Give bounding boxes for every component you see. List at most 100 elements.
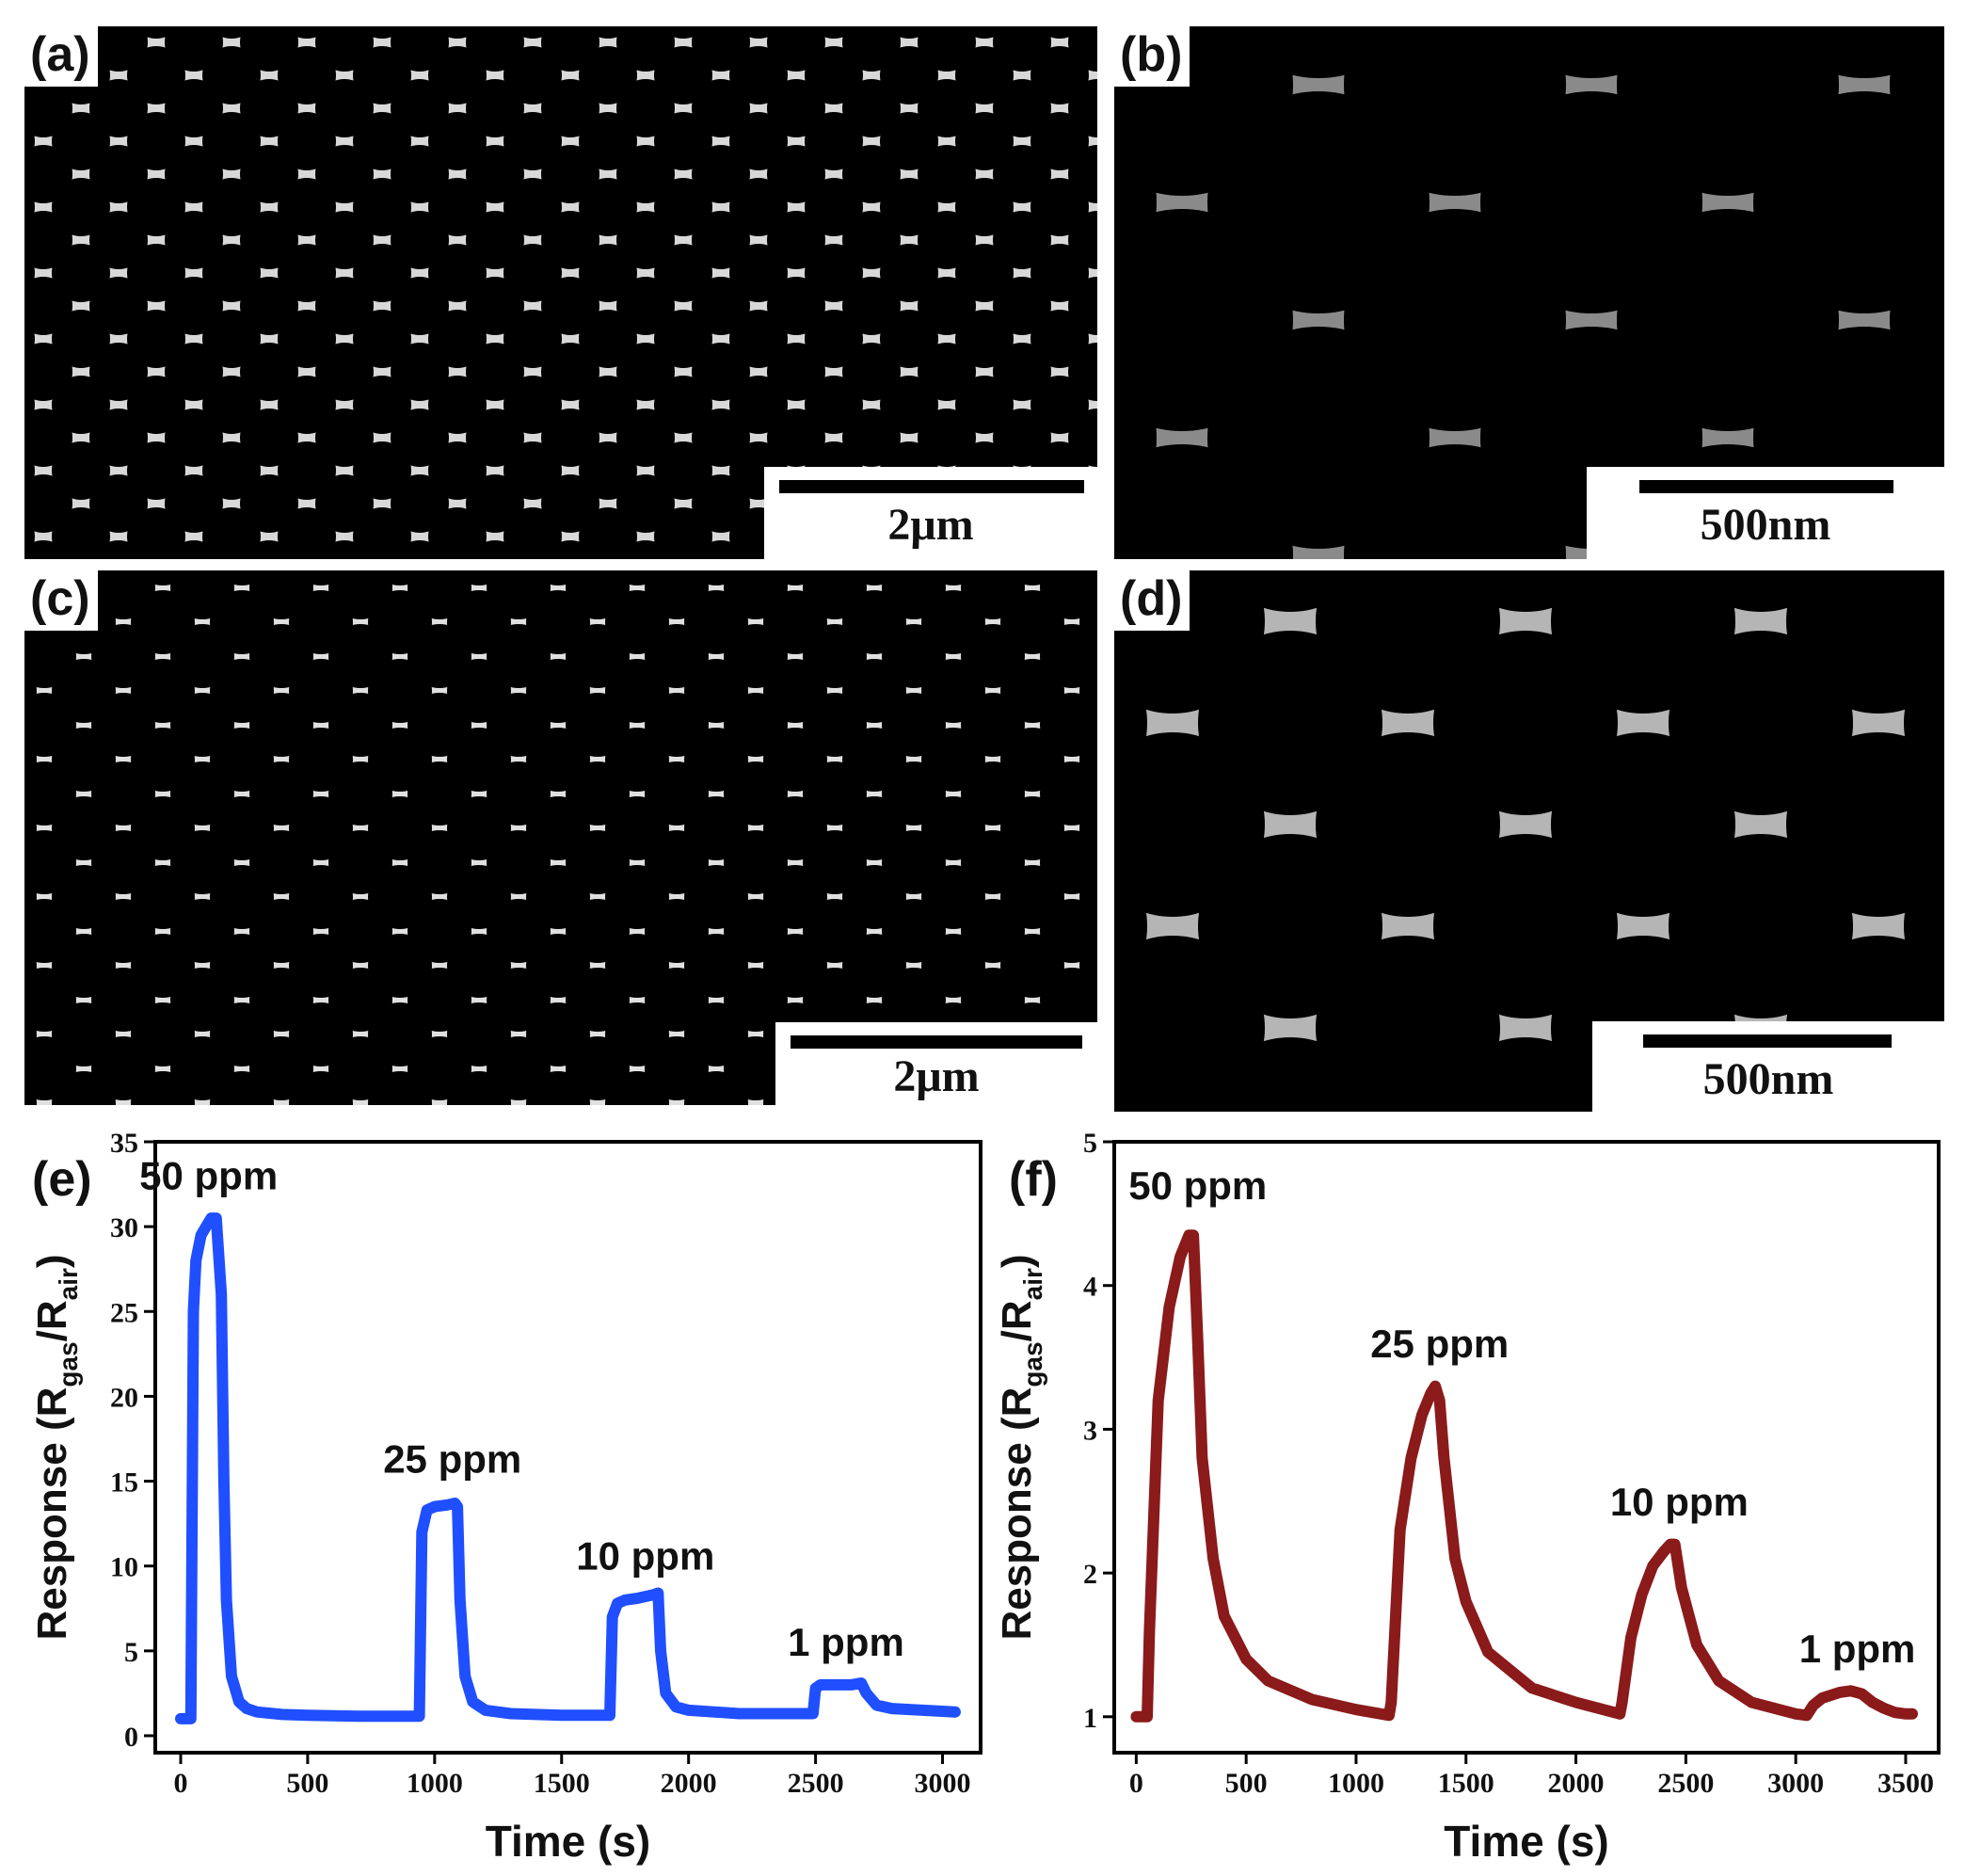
scale-label-a: 2μm (887, 500, 974, 550)
x-tick-label-f: 0 (1129, 1768, 1143, 1799)
data-point-e (200, 1222, 211, 1232)
data-point-e (661, 1688, 671, 1698)
data-point-f (1526, 1683, 1537, 1693)
x-tick-label-f: 3500 (1877, 1768, 1934, 1799)
data-point-e (216, 1290, 227, 1300)
data-point-e (480, 1705, 490, 1715)
data-point-e (353, 1711, 363, 1722)
data-point-f (1219, 1611, 1229, 1621)
annotation-e: 25 ppm (383, 1437, 521, 1482)
annotation-f: 1 ppm (1799, 1627, 1916, 1671)
chart-e: 0 500 1000 1500 2000 2500 3000 0 5 10 15 20 25 30 35 Ti… (29, 1128, 982, 1866)
data-point-f (1676, 1582, 1686, 1593)
data-point-f (1153, 1395, 1163, 1405)
y-tick-label-e: 20 (110, 1382, 138, 1413)
panel-label-d: (d) (1114, 570, 1190, 631)
data-point-f (1189, 1230, 1199, 1241)
data-point-e (414, 1711, 424, 1722)
x-axis-label-e: Time (s) (486, 1817, 651, 1866)
data-point-f (1669, 1539, 1680, 1549)
data-point-f (1890, 1708, 1900, 1718)
data-point-f (1208, 1553, 1219, 1563)
data-point-f (1184, 1230, 1194, 1241)
y-axis-label-part: ) (994, 1254, 1040, 1268)
y-axis-label-part: Response (R (994, 1387, 1040, 1641)
data-point-e (655, 1645, 665, 1656)
data-point-e (185, 1713, 196, 1724)
data-point-e (442, 1499, 453, 1510)
sem-image-b: (b) 500nm (1114, 26, 1944, 559)
data-point-f (1164, 1302, 1174, 1312)
data-point-f (1395, 1525, 1405, 1535)
data-point-e (632, 1593, 643, 1603)
plot-frame-f (1112, 1140, 1941, 1755)
data-point-f (1406, 1452, 1416, 1463)
x-tick-label-e: 2500 (788, 1768, 844, 1799)
data-point-e (218, 1476, 229, 1486)
data-point-f (1131, 1711, 1142, 1722)
data-point-e (951, 1707, 961, 1717)
data-point-f (1714, 1676, 1724, 1686)
scale-line-a (779, 480, 1084, 493)
data-point-e (607, 1611, 617, 1622)
data-point-e (683, 1705, 694, 1715)
data-point-e (417, 1527, 427, 1537)
scale-bar-a: 2μm (764, 467, 1097, 559)
y-axis-label-subscript: gas (54, 1341, 83, 1387)
data-point-f (1900, 1708, 1910, 1719)
x-axis-label-f: Time (s) (1444, 1817, 1609, 1866)
y-axis-label-subscript: gas (1018, 1341, 1047, 1387)
data-point-e (613, 1598, 623, 1609)
data-point-e (856, 1678, 867, 1689)
panel-label-b: (b) (1114, 26, 1190, 87)
data-point-f (1384, 1710, 1394, 1721)
data-point-f (1747, 1697, 1757, 1708)
y-axis-label-subscript: air (1018, 1268, 1047, 1300)
panel-label-c: (c) (24, 570, 98, 631)
data-point-f (1907, 1708, 1917, 1719)
annotation-f: 50 ppm (1128, 1163, 1267, 1208)
y-axis-label-f: Response (Rgas/Rair) (994, 1254, 1047, 1640)
data-point-e (455, 1595, 465, 1605)
sem-image-a: (a) 2μm (24, 26, 1097, 559)
y-tick-label-f: 1 (1083, 1703, 1097, 1734)
x-tick-label-e: 2000 (661, 1768, 717, 1799)
x-tick-label-e: 1000 (407, 1768, 463, 1799)
data-point-e (234, 1696, 245, 1707)
y-tick-label-e: 10 (110, 1552, 138, 1583)
scale-bar-c: 2μm (775, 1022, 1097, 1105)
data-point-e (175, 1713, 185, 1724)
x-tick-label-e: 0 (173, 1768, 187, 1799)
y-tick-label-f: 3 (1083, 1415, 1097, 1446)
data-point-f (1659, 1547, 1669, 1557)
y-tick-label-e: 25 (110, 1297, 138, 1328)
panel-label-f: (f) (1009, 1152, 1058, 1207)
data-point-f (1571, 1697, 1581, 1708)
x-tick-label-f: 2500 (1657, 1768, 1714, 1799)
data-point-e (807, 1708, 818, 1719)
data-point-e (251, 1707, 262, 1717)
panel-label-a: (a) (24, 26, 98, 87)
scale-line-b (1639, 480, 1893, 493)
annotation-e: 50 ppm (139, 1153, 278, 1197)
x-tick-label-f: 3000 (1767, 1768, 1824, 1799)
data-point-e (861, 1688, 871, 1698)
data-point-f (1615, 1708, 1625, 1719)
data-point-e (815, 1679, 825, 1690)
annotation-e: 1 ppm (788, 1620, 904, 1664)
data-point-f (1175, 1252, 1186, 1262)
data-point-f (1617, 1697, 1627, 1708)
data-point-f (1801, 1710, 1812, 1721)
data-point-e (422, 1505, 432, 1515)
data-point-f (1834, 1687, 1845, 1697)
data-point-e (302, 1710, 312, 1721)
scale-label-b: 500nm (1700, 500, 1831, 550)
series-line-f (1130, 1229, 1918, 1723)
data-point-f (1144, 1626, 1155, 1636)
data-point-f (1307, 1694, 1318, 1705)
y-axis-label-e: Response (Rgas/Rair) (29, 1254, 83, 1640)
data-point-f (1648, 1561, 1658, 1571)
data-point-f (1817, 1692, 1828, 1703)
data-point-f (1439, 1452, 1449, 1463)
y-axis-label-subscript: air (54, 1268, 83, 1300)
